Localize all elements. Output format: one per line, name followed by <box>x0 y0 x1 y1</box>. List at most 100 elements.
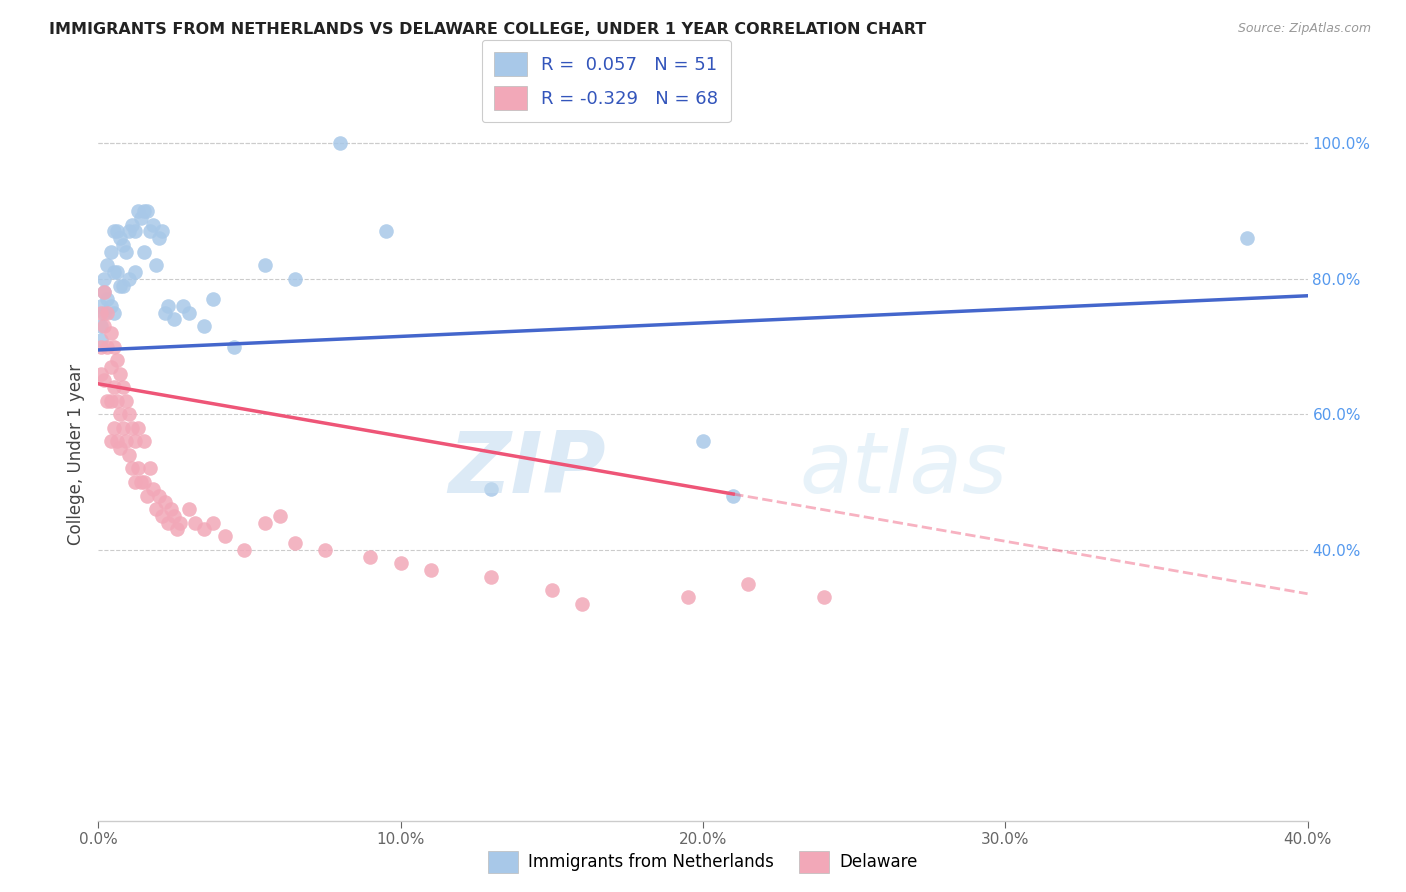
Point <box>142 482 165 496</box>
Point <box>118 448 141 462</box>
Point <box>93 272 115 286</box>
Point <box>723 489 745 503</box>
Point <box>105 434 128 449</box>
Point <box>124 224 146 238</box>
Point <box>129 475 152 489</box>
Point <box>96 258 118 272</box>
Point <box>374 224 396 238</box>
Point <box>127 204 149 219</box>
Point <box>90 319 112 334</box>
Point <box>114 244 136 259</box>
Point <box>100 434 122 449</box>
Point <box>103 380 125 394</box>
Point <box>132 204 155 219</box>
Point <box>389 556 412 570</box>
Point <box>90 299 112 313</box>
Point <box>93 373 115 387</box>
Point <box>135 204 157 219</box>
Text: Source: ZipAtlas.com: Source: ZipAtlas.com <box>1237 22 1371 36</box>
Point <box>103 265 125 279</box>
Y-axis label: College, Under 1 year: College, Under 1 year <box>66 364 84 546</box>
Point <box>96 292 118 306</box>
Point <box>132 244 155 259</box>
Point <box>156 516 179 530</box>
Point <box>179 306 201 320</box>
Text: atlas: atlas <box>800 428 1008 511</box>
Point <box>100 299 122 313</box>
Point <box>93 285 115 300</box>
Legend: R =  0.057   N = 51, R = -0.329   N = 68: R = 0.057 N = 51, R = -0.329 N = 68 <box>482 40 731 122</box>
Point <box>169 516 191 530</box>
Point <box>676 590 699 604</box>
Point <box>121 218 143 232</box>
Point <box>150 224 173 238</box>
Point <box>93 306 115 320</box>
Point <box>571 597 593 611</box>
Point <box>692 434 714 449</box>
Point <box>142 218 165 232</box>
Point <box>121 421 143 435</box>
Point <box>108 441 131 455</box>
Point <box>166 523 188 537</box>
Point <box>269 508 291 523</box>
Point <box>150 508 173 523</box>
Point <box>96 306 118 320</box>
Point <box>111 380 134 394</box>
Point <box>253 258 276 272</box>
Point <box>111 421 134 435</box>
Point <box>148 231 170 245</box>
Point <box>184 516 207 530</box>
Point <box>481 570 503 584</box>
Point <box>90 367 112 381</box>
Point <box>145 258 167 272</box>
Text: ZIP: ZIP <box>449 428 606 511</box>
Point <box>108 278 131 293</box>
Point <box>163 312 186 326</box>
Point <box>118 407 141 421</box>
Point <box>96 340 118 354</box>
Point <box>127 421 149 435</box>
Point <box>90 340 112 354</box>
Point <box>329 136 352 151</box>
Point <box>481 482 503 496</box>
Point <box>360 549 382 564</box>
Point <box>132 475 155 489</box>
Point <box>1236 231 1258 245</box>
Point <box>127 461 149 475</box>
Point <box>114 434 136 449</box>
Point <box>103 224 125 238</box>
Point <box>100 393 122 408</box>
Point <box>108 407 131 421</box>
Text: IMMIGRANTS FROM NETHERLANDS VS DELAWARE COLLEGE, UNDER 1 YEAR CORRELATION CHART: IMMIGRANTS FROM NETHERLANDS VS DELAWARE … <box>49 22 927 37</box>
Point <box>118 272 141 286</box>
Point <box>224 340 246 354</box>
Point <box>314 542 336 557</box>
Point <box>124 475 146 489</box>
Point <box>172 299 194 313</box>
Point <box>105 353 128 368</box>
Point <box>96 393 118 408</box>
Point <box>103 340 125 354</box>
Point <box>118 224 141 238</box>
Point <box>103 306 125 320</box>
Point <box>124 434 146 449</box>
Point <box>105 393 128 408</box>
Point <box>202 516 225 530</box>
Point <box>111 278 134 293</box>
Point <box>153 495 176 509</box>
Point <box>139 224 162 238</box>
Point <box>111 238 134 252</box>
Point <box>253 516 276 530</box>
Point <box>214 529 236 543</box>
Point <box>160 502 183 516</box>
Point <box>193 523 215 537</box>
Point <box>420 563 443 577</box>
Point <box>284 536 307 550</box>
Point <box>100 326 122 340</box>
Point <box>202 292 225 306</box>
Legend: Immigrants from Netherlands, Delaware: Immigrants from Netherlands, Delaware <box>482 845 924 880</box>
Point <box>108 231 131 245</box>
Point <box>105 224 128 238</box>
Point <box>156 299 179 313</box>
Point <box>540 583 562 598</box>
